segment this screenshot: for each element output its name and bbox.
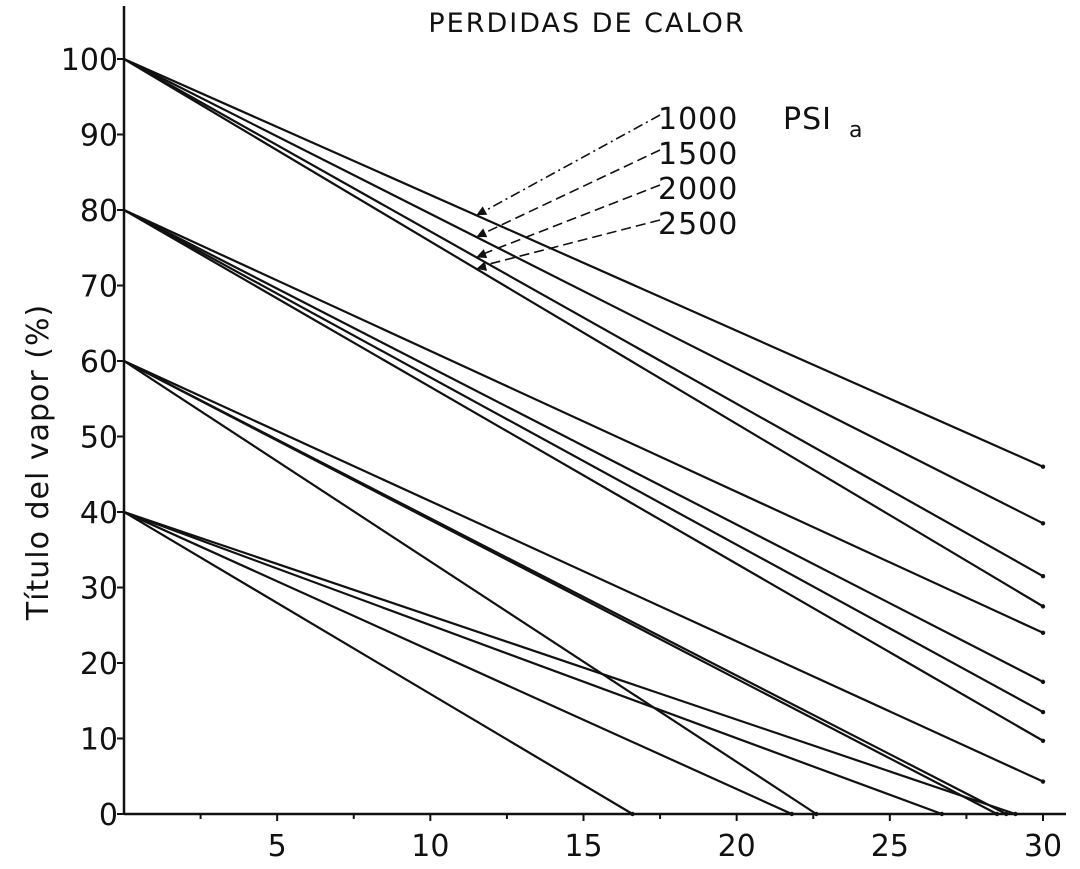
legend-entry-1500: 1500 (658, 137, 738, 172)
series-endpoint-1000-start-80 (1040, 679, 1046, 685)
x-tick-label-25: 25 (871, 829, 909, 864)
series-endpoint-2000-start-100 (1040, 573, 1046, 579)
legend-unit-subscript: a (849, 118, 862, 143)
x-tick-label-15: 15 (564, 829, 602, 864)
y-tick-label-30: 30 (80, 572, 118, 607)
legend-unit: PSI (783, 102, 832, 137)
y-tick-label-80: 80 (80, 194, 118, 229)
leader-line-1500 (481, 149, 661, 235)
series-line-2500-start-80 (123, 209, 1044, 634)
leader-arrow-1500 (476, 228, 488, 238)
y-tick-label-10: 10 (80, 723, 118, 758)
series-endpoint-2500-start-80 (1040, 630, 1046, 635)
y-tick-label-20: 20 (80, 647, 118, 682)
series-layer (123, 57, 1046, 817)
series-endpoint-1000-start-60 (1040, 779, 1046, 784)
leader-arrow-2000 (476, 249, 488, 259)
x-tick-label-30: 30 (1024, 829, 1062, 864)
series-line-1000-start-40 (123, 510, 1016, 816)
x-tick-label-5: 5 (268, 829, 287, 864)
leader-arrow-1000 (476, 206, 488, 216)
x-tick-label-20: 20 (718, 829, 756, 864)
series-endpoint-1500-start-60 (1004, 811, 1009, 817)
leader-line-1000 (481, 114, 661, 213)
series-endpoint-1000-start-100 (1040, 464, 1046, 469)
series-endpoint-2000-start-40 (789, 811, 795, 817)
leader-line-2500 (482, 219, 661, 267)
y-ticks: 0 10 20 30 40 50 60 70 80 90 100 (61, 43, 124, 833)
series-endpoint-1500-start-40 (939, 811, 945, 817)
series-line-1500-start-40 (123, 510, 943, 816)
y-tick-label-0: 0 (99, 798, 118, 833)
y-tick-label-70: 70 (80, 270, 118, 305)
y-tick-label-40: 40 (80, 496, 118, 531)
legend-entry-1000: 1000 (658, 102, 738, 137)
x-tick-label-10: 10 (411, 829, 449, 864)
leader-arrow-2500 (476, 261, 488, 271)
x-ticks: 5 10 15 20 25 30 (199, 814, 1062, 864)
series-endpoint-2000-start-60 (994, 811, 1000, 817)
series-line-1500-start-100 (123, 58, 1044, 525)
series-line-1000-start-60 (123, 359, 1044, 783)
series-endpoint-2500-start-40 (630, 811, 635, 817)
series-line-1000-start-100 (123, 57, 1044, 468)
series-line-2000-start-40 (123, 510, 793, 816)
series-line-2000-start-80 (123, 209, 1044, 742)
series-line-2000-start-100 (123, 58, 1044, 578)
series-endpoint-2000-start-80 (1040, 738, 1046, 743)
series-endpoint-2500-start-60 (814, 811, 819, 817)
series-line-1500-start-80 (123, 209, 1044, 714)
y-axis-label: Título del vapor (%) (21, 304, 56, 621)
series-line-1000-start-80 (123, 209, 1044, 683)
y-tick-label-50: 50 (80, 421, 118, 456)
legend-entry-2500: 2500 (658, 207, 738, 242)
series-endpoint-1500-start-80 (1040, 709, 1046, 715)
series-line-2500-start-60 (123, 360, 817, 815)
series-endpoint-1000-start-40 (1013, 811, 1018, 817)
y-tick-label-60: 60 (80, 345, 118, 380)
leader-line-2000 (481, 184, 661, 255)
series-line-2500-start-40 (123, 511, 634, 815)
chart-title: PERDIDAS DE CALOR (428, 8, 745, 39)
series-endpoint-1500-start-100 (1040, 521, 1046, 526)
series-line-2500-start-100 (123, 58, 1044, 608)
legend-entry-2000: 2000 (658, 172, 738, 207)
series-line-2000-start-60 (123, 360, 998, 815)
y-tick-label-100: 100 (61, 43, 118, 78)
y-tick-label-90: 90 (80, 119, 118, 154)
series-endpoint-2500-start-100 (1040, 604, 1046, 609)
legend-leader-lines (476, 114, 661, 271)
